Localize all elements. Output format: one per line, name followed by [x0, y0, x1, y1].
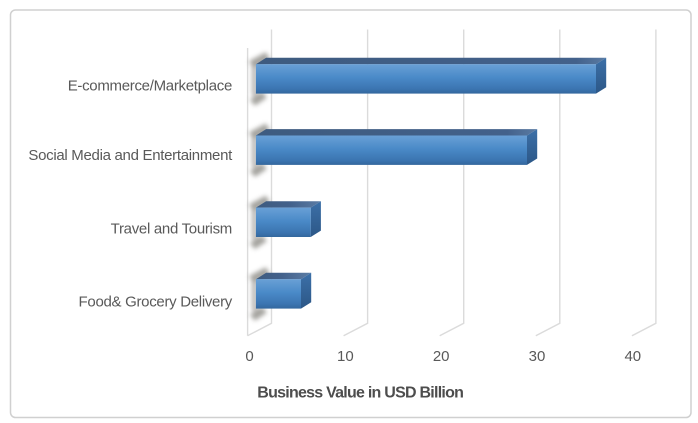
svg-text:Business Value in USD Billion: Business Value in USD Billion: [257, 385, 463, 402]
svg-text:E-commerce/Marketplace: E-commerce/Marketplace: [68, 77, 232, 94]
svg-text:Social Media and Entertainment: Social Media and Entertainment: [28, 147, 233, 164]
svg-text:Travel and Tourism: Travel and Tourism: [111, 220, 232, 237]
svg-text:40: 40: [624, 348, 641, 365]
svg-text:10: 10: [337, 348, 354, 365]
svg-text:Food& Grocery Delivery: Food& Grocery Delivery: [79, 294, 233, 311]
svg-text:20: 20: [433, 348, 450, 365]
svg-text:30: 30: [529, 348, 546, 365]
svg-text:0: 0: [245, 348, 253, 365]
